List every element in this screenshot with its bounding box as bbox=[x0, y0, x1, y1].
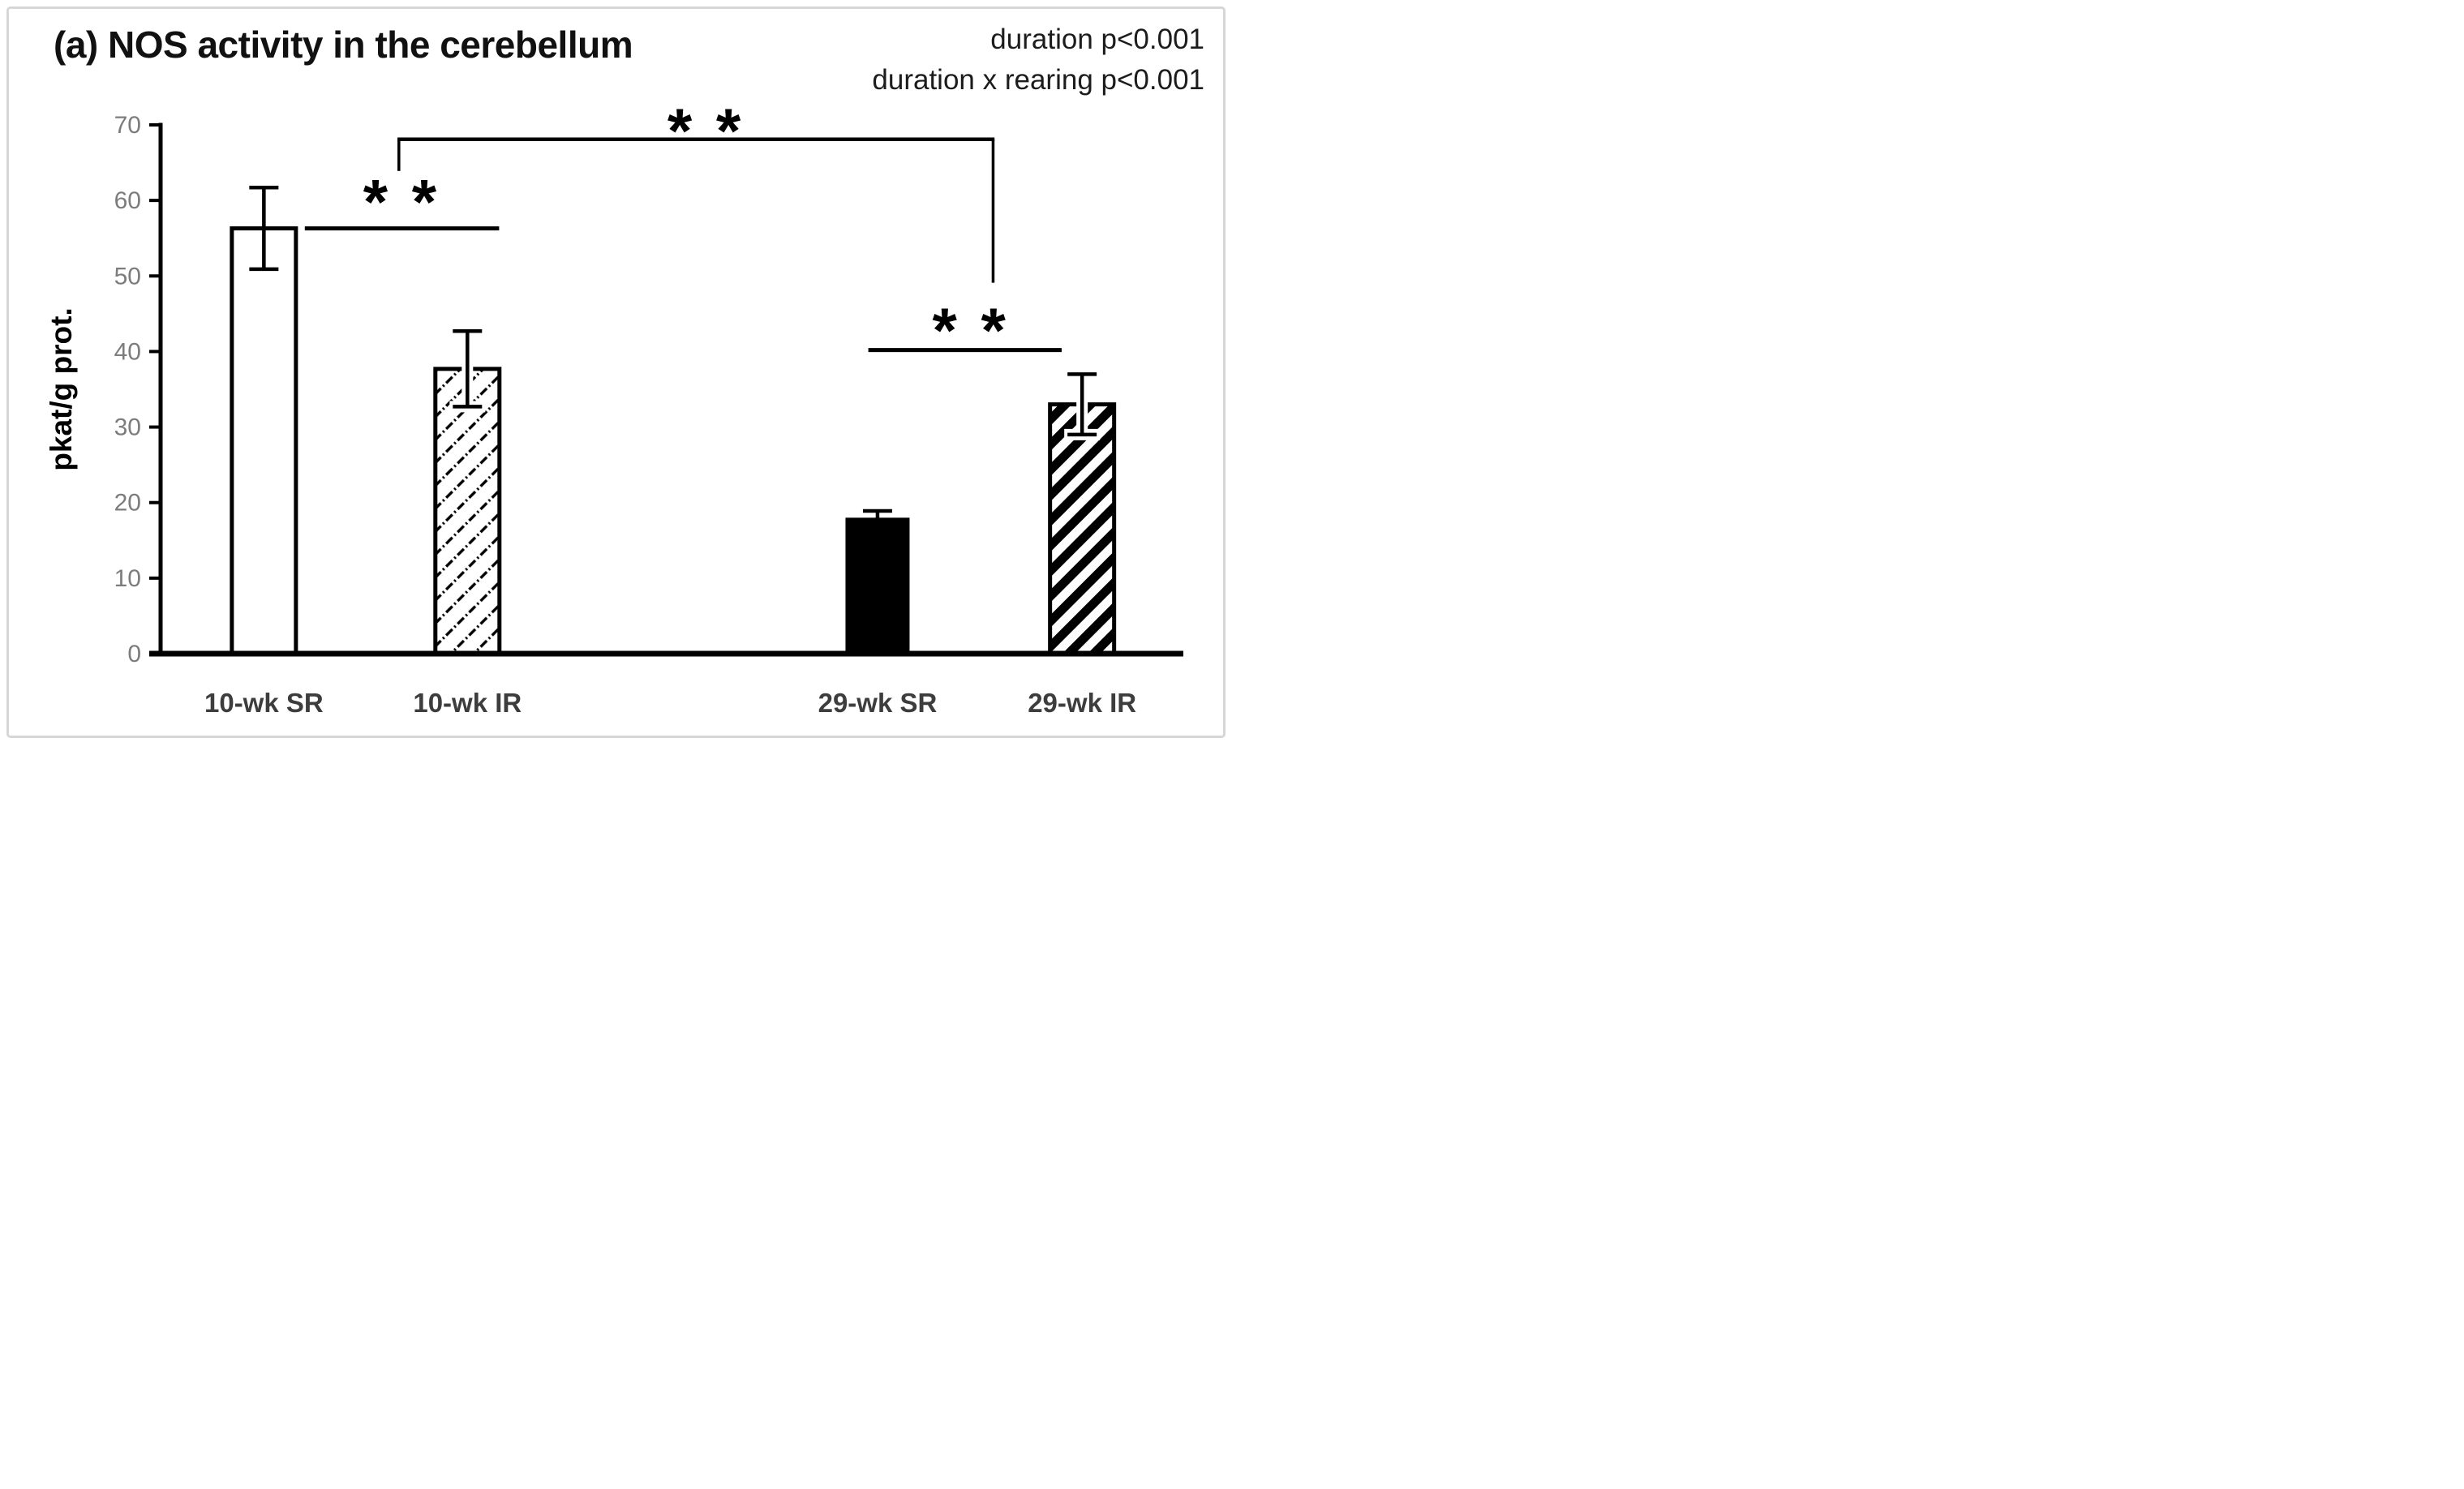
chart-title: (a) NOS activity in the cerebellum bbox=[54, 24, 633, 66]
x-category-label-29-wk-sr: 29-wk SR bbox=[818, 688, 938, 718]
y-tick-label-40: 40 bbox=[114, 338, 141, 365]
bar-10-wk-sr bbox=[230, 226, 298, 656]
y-tick-label-30: 30 bbox=[114, 414, 141, 441]
bar-chart: 0 10 20 30 40 50 60 70 pkat/g prot. 10-wk SR 10-wk… bbox=[45, 95, 1183, 718]
y-tick-label-0: 0 bbox=[127, 641, 141, 667]
y-axis-title: pkat/g prot. bbox=[45, 307, 78, 470]
x-category-label-10-wk-ir: 10-wk IR bbox=[413, 688, 522, 718]
x-category-label-29-wk-ir: 29-wk IR bbox=[1028, 688, 1136, 718]
bar-29-wk-ir bbox=[1048, 402, 1117, 656]
stat-annotation-interaction: duration x rearing p<0.001 bbox=[872, 64, 1204, 97]
figure-panel: (a) NOS activity in the cerebellum durat… bbox=[0, 0, 1232, 744]
significance-stars-2: * * bbox=[933, 294, 1009, 366]
y-tick-label-70: 70 bbox=[114, 112, 141, 139]
significance-stars-3: * * bbox=[668, 95, 744, 166]
x-category-label-10-wk-sr: 10-wk SR bbox=[204, 688, 324, 718]
y-tick-label-20: 20 bbox=[114, 490, 141, 517]
y-tick-label-10: 10 bbox=[114, 565, 141, 592]
significance-stars-1: * * bbox=[363, 166, 440, 238]
figure-border bbox=[6, 6, 1226, 738]
y-tick-label-60: 60 bbox=[114, 187, 141, 214]
bar-29-wk-sr bbox=[845, 517, 910, 654]
stats-annotations: duration p<0.001 duration x rearing p<0.… bbox=[872, 19, 1204, 101]
stat-annotation-duration: duration p<0.001 bbox=[990, 24, 1204, 55]
y-tick-label-50: 50 bbox=[114, 263, 141, 290]
